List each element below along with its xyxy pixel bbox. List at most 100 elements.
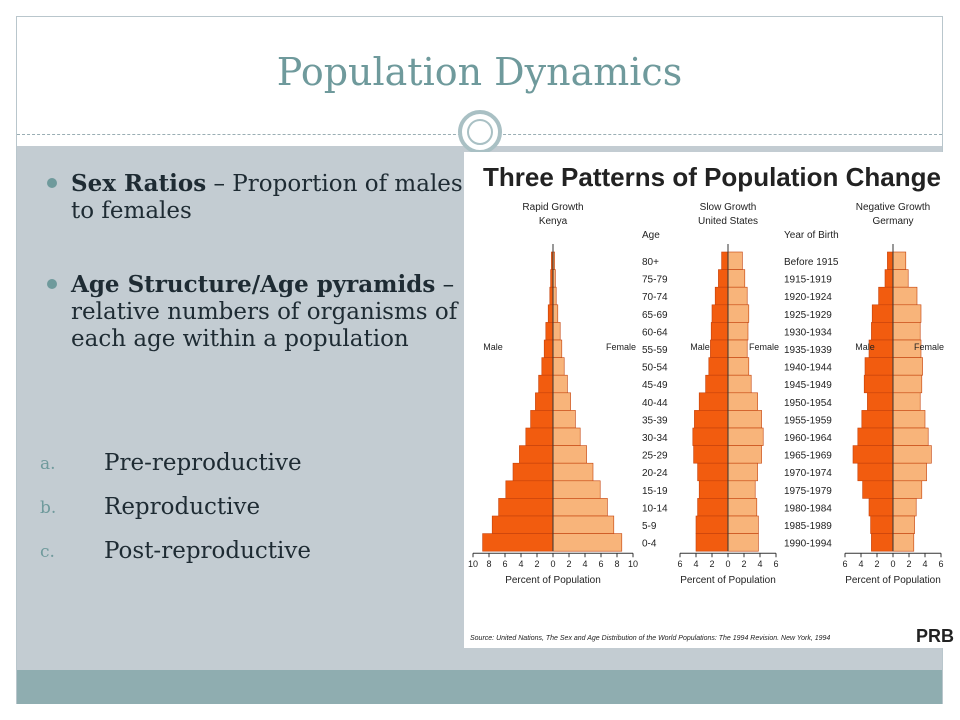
x-tick-label: 4 [922,559,927,569]
female-bar [727,480,756,499]
age-group-label: 15-19 [642,486,668,497]
chart-title: Three Patterns of Population Change [483,162,941,192]
x-tick-label: 10 [628,559,638,569]
female-bar [727,269,746,288]
age-group-label: 50-54 [642,363,668,374]
x-tick-label: 4 [757,559,762,569]
age-group-label: 70-74 [642,292,668,303]
female-bar [727,357,750,376]
birth-year-label: 1970-1974 [784,468,832,479]
age-group-label: 60-64 [642,327,668,338]
female-bar [552,322,561,341]
male-bar [878,286,894,306]
pyramid-country: United States [698,216,758,227]
male-bar [482,533,554,552]
male-bar [693,445,729,464]
female-bar [727,392,758,411]
x-tick-label: 2 [534,559,539,569]
female-bar [892,462,927,482]
female-bar [552,533,623,552]
male-bar [870,515,894,534]
male-bar [512,462,554,482]
female-bar [892,445,932,464]
male-label: Male [855,342,875,352]
female-bar [552,427,581,446]
age-group-label: 45-49 [642,380,668,391]
female-bar [552,410,576,429]
sub-label: Pre-reproductive [104,450,302,476]
male-bar [698,392,729,411]
birth-year-label: Before 1915 [784,257,839,268]
female-label: Female [749,342,779,352]
age-group-label: 75-79 [642,275,668,286]
age-group-label: 20-24 [642,468,668,479]
birth-year-label: 1930-1934 [784,327,832,338]
male-bar [867,392,894,411]
x-tick-label: 2 [709,559,714,569]
female-bar [892,427,929,446]
female-bar [552,480,601,499]
male-bar [525,427,554,446]
female-bar [552,392,571,411]
male-bar [705,374,729,394]
birth-year-label: 1960-1964 [784,433,832,444]
female-bar [552,498,608,517]
male-bar [861,410,894,429]
age-group-label: 55-59 [642,345,668,356]
male-bar [530,410,554,429]
age-group-label: 30-34 [642,433,668,444]
female-bar [892,533,915,552]
birth-year-label: 1935-1939 [784,345,832,356]
female-bar [552,304,559,323]
female-bar [727,339,748,358]
birth-year-label: 1925-1929 [784,310,832,321]
female-bar [892,480,923,499]
bullet-text: – relative numbers of organisms of each … [71,272,458,352]
male-bar [711,304,729,323]
female-bar [727,533,759,552]
x-tick-label: 2 [874,559,879,569]
female-bar [892,357,923,376]
female-bar [552,374,568,394]
birth-year-label: 1945-1949 [784,380,832,391]
x-axis-label: Percent of Population [680,575,776,586]
pyramid-name: Negative Growth [856,202,930,213]
sub-item-post-reproductive: c. Post-reproductive [40,538,311,582]
footer-bar [17,670,942,704]
male-bar [697,462,729,482]
male-bar [718,269,729,288]
bullet-dot-icon [47,279,57,289]
age-group-label: 65-69 [642,310,668,321]
male-bar [543,339,554,358]
birth-year-label: 1950-1954 [784,398,832,409]
male-bar [697,498,729,517]
bullet-item-sex-ratios: Sex Ratios – Proportion of males to fema… [47,170,467,225]
x-tick-label: 2 [906,559,911,569]
x-tick-label: 8 [486,559,491,569]
pyramid-country: Kenya [539,216,568,227]
female-bar [727,427,764,446]
male-bar [694,410,729,429]
male-bar [871,322,894,341]
female-bar [892,322,921,341]
age-group-label: 0-4 [642,539,657,550]
age-group-label: 10-14 [642,503,668,514]
male-bar [541,357,554,376]
x-tick-label: 2 [566,559,571,569]
sub-marker: a. [40,454,56,474]
male-bar [695,533,729,552]
age-group-label: 25-29 [642,451,668,462]
male-bar [538,374,554,394]
male-bar [692,427,729,446]
male-label: Male [483,342,503,352]
female-bar [727,286,748,306]
birth-year-label: 1975-1979 [784,486,832,497]
prb-logo: PRB [916,626,954,646]
age-group-label: 40-44 [642,398,668,409]
male-bar [491,515,554,534]
bullet-item-age-structure: Age Structure/Age pyramids – relative nu… [47,271,467,353]
female-bar [892,410,926,429]
female-bar [552,357,565,376]
male-bar [862,480,894,499]
birth-year-header: Year of Birth [784,230,839,241]
